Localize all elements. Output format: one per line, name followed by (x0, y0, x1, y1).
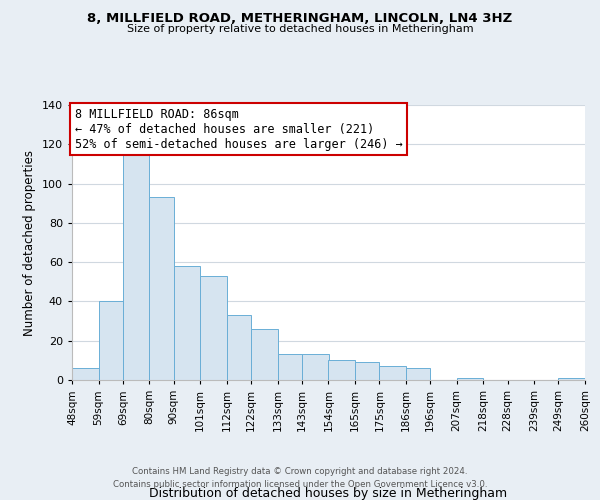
Bar (98, 302, 123, 380)
X-axis label: Distribution of detached houses by size in Metheringham: Distribution of detached houses by size … (149, 486, 508, 500)
Bar (123, 154, 149, 380)
Bar (457, 378, 484, 380)
Bar (406, 368, 430, 380)
Bar (278, 354, 302, 380)
Bar (72, 368, 98, 380)
Text: 8 MILLFIELD ROAD: 86sqm
← 47% of detached houses are smaller (221)
52% of semi-d: 8 MILLFIELD ROAD: 86sqm ← 47% of detache… (74, 108, 403, 151)
Bar (329, 360, 355, 380)
Bar (251, 329, 278, 380)
Text: Contains HM Land Registry data © Crown copyright and database right 2024.: Contains HM Land Registry data © Crown c… (132, 467, 468, 476)
Text: 8, MILLFIELD ROAD, METHERINGHAM, LINCOLN, LN4 3HZ: 8, MILLFIELD ROAD, METHERINGHAM, LINCOLN… (88, 12, 512, 26)
Bar (173, 266, 200, 380)
Text: Contains public sector information licensed under the Open Government Licence v3: Contains public sector information licen… (113, 480, 487, 489)
Bar (355, 362, 379, 380)
Bar (302, 354, 329, 380)
Bar (200, 276, 227, 380)
Bar (227, 315, 251, 380)
Bar (559, 378, 585, 380)
Text: Size of property relative to detached houses in Metheringham: Size of property relative to detached ho… (127, 24, 473, 34)
Bar (379, 366, 406, 380)
Bar (149, 198, 173, 380)
Y-axis label: Number of detached properties: Number of detached properties (23, 150, 36, 336)
